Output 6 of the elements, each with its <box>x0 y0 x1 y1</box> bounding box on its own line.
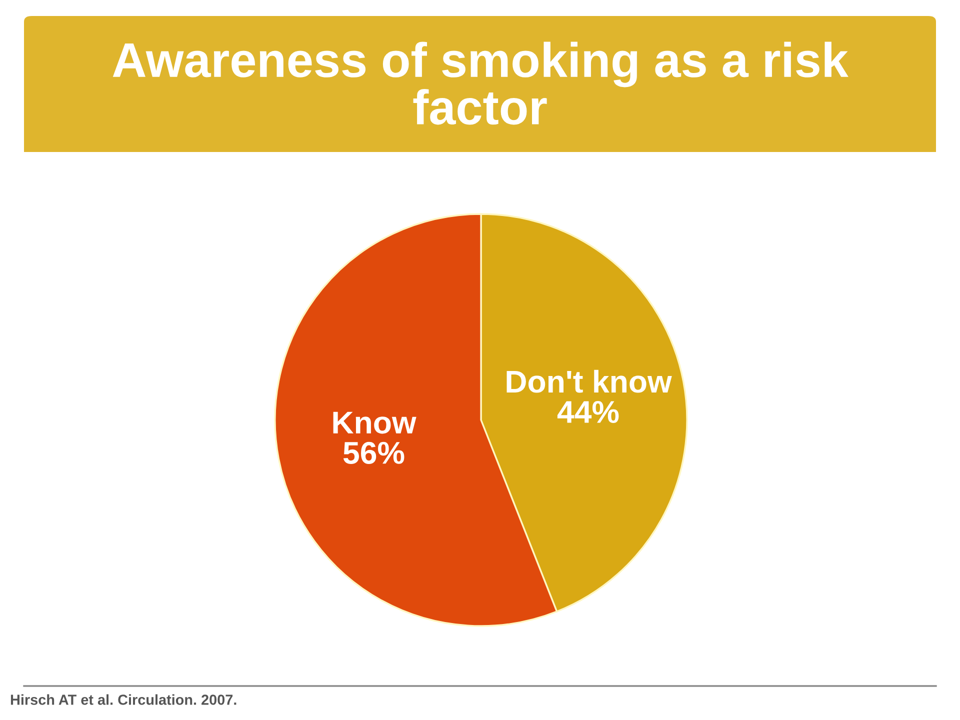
slice-label: Know <box>333 412 416 434</box>
chart-title: Awareness of smoking as a risk factor <box>112 42 848 125</box>
data-label: 44% <box>557 401 619 423</box>
data-label: 56% <box>343 442 404 464</box>
text: Hirsch AT et al. Circulation. 2007. <box>10 694 236 705</box>
slice-label: Don't know <box>506 370 672 393</box>
